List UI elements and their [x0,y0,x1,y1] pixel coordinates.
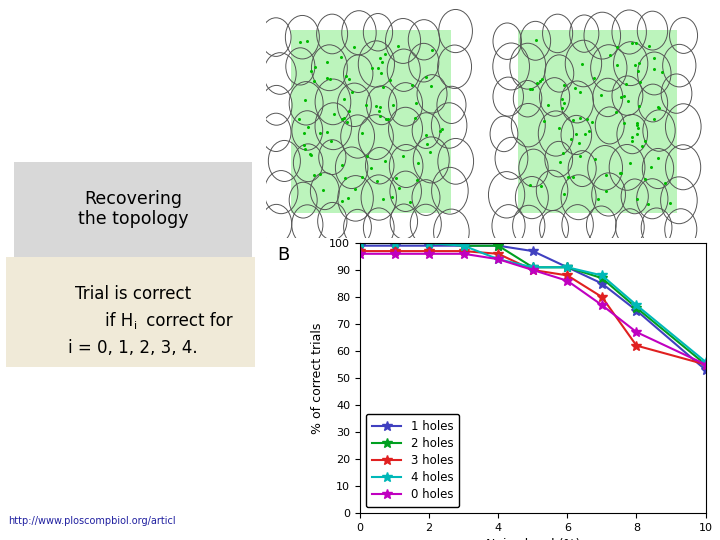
1 holes [459,242,468,249]
4 holes [563,264,572,271]
Text: Trial is correct: Trial is correct [75,285,191,303]
0 holes [390,251,399,257]
0 holes [528,267,537,273]
0 holes [632,329,641,335]
3 holes [390,248,399,254]
Line: 2 holes: 2 holes [355,238,711,369]
1 holes [425,242,433,249]
0 holes [425,251,433,257]
2 holes [701,361,710,368]
Y-axis label: % of correct trials: % of correct trials [311,322,324,434]
3 holes [494,251,503,257]
Bar [291,30,451,213]
1 holes [390,242,399,249]
Line: 0 holes: 0 holes [355,249,711,369]
0 holes [494,256,503,262]
FancyBboxPatch shape [14,162,252,256]
Bar [518,30,678,213]
Text: B: B [277,246,289,264]
FancyBboxPatch shape [6,256,255,367]
1 holes [563,264,572,271]
4 holes [425,240,433,246]
4 holes [356,240,364,246]
2 holes [390,240,399,246]
3 holes [356,248,364,254]
1 holes [494,242,503,249]
2 holes [425,240,433,246]
4 holes [494,256,503,262]
Line: 1 holes: 1 holes [355,241,711,375]
1 holes [598,280,606,287]
3 holes [598,294,606,300]
Text: if H: if H [105,312,133,330]
4 holes [598,272,606,279]
0 holes [598,302,606,308]
4 holes [390,240,399,246]
Line: 3 holes: 3 holes [355,246,711,369]
Line: 4 holes: 4 holes [355,238,711,367]
4 holes [632,302,641,308]
2 holes [598,275,606,281]
3 holes [425,248,433,254]
Text: i: i [134,321,137,331]
2 holes [528,264,537,271]
3 holes [701,361,710,368]
2 holes [632,305,641,311]
0 holes [701,361,710,368]
Text: i = 0, 1, 2, 3, 4.: i = 0, 1, 2, 3, 4. [68,339,198,357]
2 holes [356,240,364,246]
2 holes [494,242,503,249]
1 holes [356,242,364,249]
0 holes [459,251,468,257]
3 holes [632,342,641,349]
4 holes [701,359,710,365]
3 holes [563,272,572,279]
Text: http://www.ploscompbiol.org/articl: http://www.ploscompbiol.org/articl [9,516,176,526]
1 holes [528,248,537,254]
4 holes [528,264,537,271]
Text: correct for: correct for [141,312,233,330]
Text: A: A [257,0,270,3]
3 holes [459,248,468,254]
4 holes [459,242,468,249]
X-axis label: Noise level (%): Noise level (%) [485,538,580,540]
2 holes [459,242,468,249]
0 holes [563,278,572,284]
2 holes [563,264,572,271]
Text: Recovering
the topology: Recovering the topology [78,190,189,228]
0 holes [356,251,364,257]
1 holes [632,307,641,314]
Legend: 1 holes, 2 holes, 3 holes, 4 holes, 0 holes: 1 holes, 2 holes, 3 holes, 4 holes, 0 ho… [366,414,459,507]
3 holes [528,267,537,273]
1 holes [701,367,710,373]
